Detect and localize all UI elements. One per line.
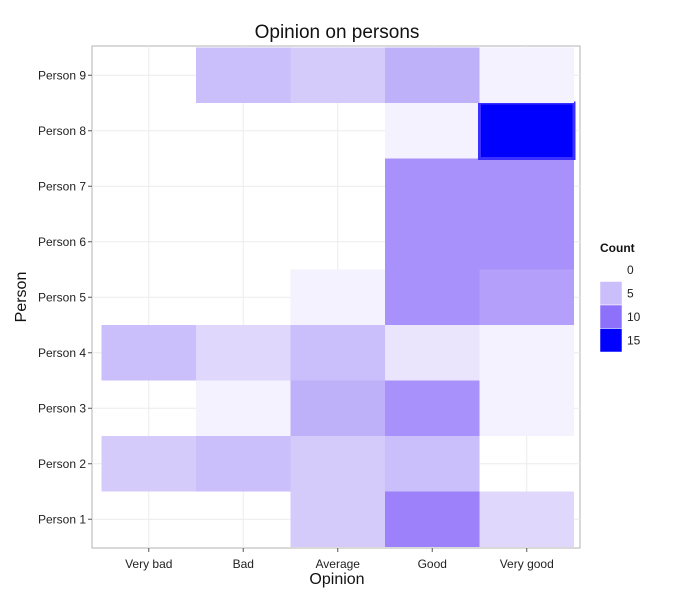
heatmap-cells (101, 47, 576, 547)
heatmap-cell (101, 436, 196, 492)
chart-title: Opinion on persons (255, 22, 420, 43)
heatmap-cell (385, 325, 480, 381)
heatmap-cell (290, 325, 385, 381)
y-axis-ticks: Person 1 Person 2 Person 3 Person 4 Person 5… (38, 68, 92, 526)
x-tick-label: Very bad (125, 557, 172, 571)
heatmap-cell (478, 101, 576, 160)
x-tick-label: Good (418, 557, 447, 571)
legend-label: 5 (627, 286, 634, 300)
legend-label: 0 (627, 263, 634, 277)
heatmap-cell (479, 214, 574, 270)
y-tick-label: Person 9 (38, 68, 86, 82)
x-tick-label: Bad (233, 557, 254, 571)
y-axis-title: Person (13, 272, 30, 323)
heatmap-cell (385, 380, 480, 436)
y-tick-label: Person 2 (38, 457, 86, 471)
heatmap-cell (479, 380, 574, 436)
x-axis-ticks: Very bad Bad Average Good Very good (125, 548, 554, 571)
y-tick-label: Person 6 (38, 235, 86, 249)
legend-title: Count (600, 241, 635, 255)
heatmap-cell (196, 325, 291, 381)
heatmap-cell (385, 214, 480, 270)
heatmap-cell (479, 269, 574, 325)
heatmap-cell (196, 47, 291, 103)
heatmap-cell (479, 491, 574, 547)
heatmap-cell (290, 380, 385, 436)
x-tick-label: Average (316, 557, 361, 571)
legend-label: 10 (627, 310, 641, 324)
legend-key (599, 257, 623, 282)
legend-key (599, 328, 623, 353)
legend-key (599, 304, 623, 329)
heatmap-cell (290, 436, 385, 492)
heatmap-cell (385, 103, 480, 159)
heatmap-cell (290, 491, 385, 547)
x-tick-label: Very good (500, 557, 554, 571)
heatmap-cell (479, 47, 574, 103)
heatmap-cell (290, 269, 385, 325)
legend-keys: 0 5 10 15 (599, 257, 641, 353)
heatmap-cell (290, 47, 385, 103)
y-tick-label: Person 1 (38, 512, 86, 526)
x-axis-title: Opinion (309, 571, 364, 588)
heatmap-cell (385, 158, 480, 214)
heatmap-cell (385, 491, 480, 547)
y-tick-label: Person 7 (38, 179, 86, 193)
y-tick-label: Person 4 (38, 346, 86, 360)
heatmap-cell (385, 47, 480, 103)
heatmap-cell (385, 269, 480, 325)
heatmap-cell (101, 325, 196, 381)
heatmap-cell (196, 436, 291, 492)
heatmap-cell (479, 158, 574, 214)
legend-key (599, 281, 623, 306)
heatmap-cell (479, 325, 574, 381)
heatmap-cell (196, 380, 291, 436)
y-tick-label: Person 8 (38, 124, 86, 138)
heatmap-cell (385, 436, 480, 492)
y-tick-label: Person 5 (38, 290, 86, 304)
legend: Count 0 5 10 15 (599, 241, 641, 353)
y-tick-label: Person 3 (38, 401, 86, 415)
legend-label: 15 (627, 333, 641, 347)
